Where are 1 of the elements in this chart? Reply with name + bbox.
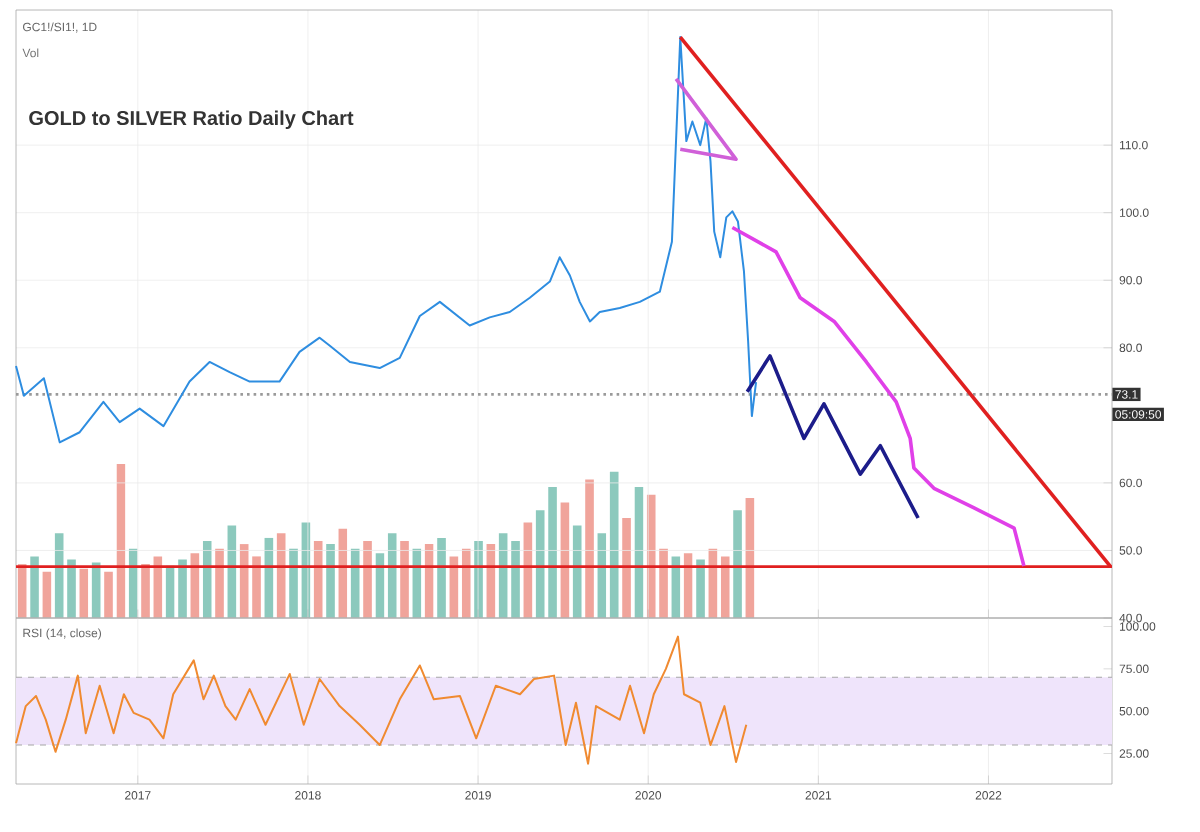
text: GOLD to SILVER Ratio Daily Chart bbox=[29, 110, 354, 130]
